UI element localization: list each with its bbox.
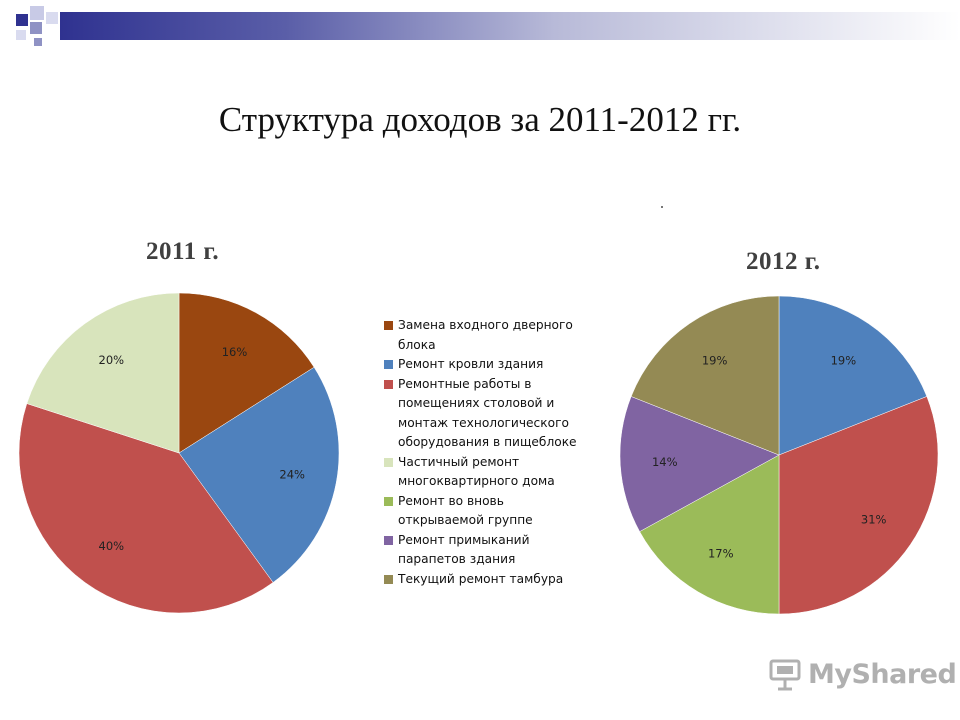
pie-slice bbox=[18, 403, 274, 614]
legend-label: Ремонт примыканий bbox=[398, 532, 530, 547]
decor-square bbox=[34, 38, 42, 46]
slice-label: 31% bbox=[861, 512, 887, 526]
legend-swatch bbox=[384, 535, 393, 545]
legend-label: парапетов здания bbox=[398, 552, 516, 566]
legend-label: Ремонт во вновь bbox=[398, 493, 504, 508]
chart-legend: Замена входного дверного блока Ремонт кров… bbox=[382, 316, 632, 589]
watermark: MyShared bbox=[768, 657, 957, 691]
legend-item: Ремонт во вновь открываемой группе bbox=[382, 492, 632, 531]
decor-square bbox=[30, 22, 42, 34]
decor-square bbox=[16, 30, 26, 40]
pie-slice bbox=[26, 292, 180, 454]
legend-item: Ремонтные работы в помещениях столовой и м… bbox=[382, 375, 632, 453]
pie-slice bbox=[630, 295, 780, 456]
watermark-text: MyShared bbox=[808, 658, 957, 690]
slide-title: Структура доходов за 2011-2012 гг. bbox=[218, 100, 742, 139]
legend-item: Текущий ремонт тамбура bbox=[382, 570, 632, 590]
slice-label: 40% bbox=[99, 539, 125, 553]
slice-label: 19% bbox=[702, 353, 728, 367]
chart-title-2012: 2012 г. bbox=[746, 248, 821, 275]
slice-label: 20% bbox=[99, 353, 125, 367]
legend-label: Ремонт кровли здания bbox=[398, 357, 544, 371]
slice-label: 14% bbox=[652, 455, 678, 469]
legend-label: монтаж технологического bbox=[398, 415, 569, 430]
legend-swatch bbox=[384, 496, 393, 506]
legend-swatch bbox=[384, 321, 393, 330]
slice-label: 17% bbox=[708, 547, 734, 561]
chart-title-2011: 2011 г. bbox=[146, 238, 220, 265]
legend-item: Замена входного дверного блока bbox=[382, 316, 632, 355]
legend-item: Ремонт кровли здания bbox=[382, 355, 632, 375]
slice-label: 19% bbox=[831, 353, 857, 367]
legend-label: оборудования в пищеблоке bbox=[398, 435, 577, 449]
decor-square bbox=[30, 6, 44, 20]
decor-square bbox=[46, 12, 58, 24]
legend-label: блока bbox=[398, 337, 436, 352]
pie-slice bbox=[778, 396, 939, 615]
presentation-board-icon bbox=[769, 659, 801, 691]
slice-label: 24% bbox=[279, 468, 305, 482]
legend-label: Ремонтные работы в bbox=[398, 376, 532, 391]
pie-slice bbox=[778, 295, 928, 456]
legend-label: Частичный ремонт bbox=[398, 454, 520, 469]
pie-slice bbox=[639, 454, 780, 615]
legend-item: Частичный ремонт многоквартирного дома bbox=[382, 453, 632, 492]
slice-label: 16% bbox=[222, 345, 248, 359]
legend-swatch bbox=[384, 574, 393, 584]
legend-swatch bbox=[384, 360, 393, 369]
pie-slice bbox=[178, 366, 340, 583]
legend-label: многоквартирного дома bbox=[398, 474, 555, 488]
legend-label: Замена входного дверного bbox=[398, 318, 573, 332]
legend-label: Текущий ремонт тамбура bbox=[398, 571, 564, 586]
decor-square bbox=[16, 14, 28, 26]
legend-swatch bbox=[384, 379, 393, 389]
header-gradient-bar bbox=[60, 12, 960, 40]
legend-item: Ремонт примыканий парапетов здания bbox=[382, 531, 632, 570]
legend-swatch bbox=[384, 457, 393, 467]
legend-label: помещениях столовой и bbox=[398, 396, 555, 410]
stray-dot bbox=[661, 206, 663, 208]
pie-slice bbox=[178, 292, 315, 454]
slide-header-decoration bbox=[0, 0, 960, 46]
legend-label: открываемой группе bbox=[398, 513, 533, 527]
pie-slice bbox=[619, 396, 780, 532]
